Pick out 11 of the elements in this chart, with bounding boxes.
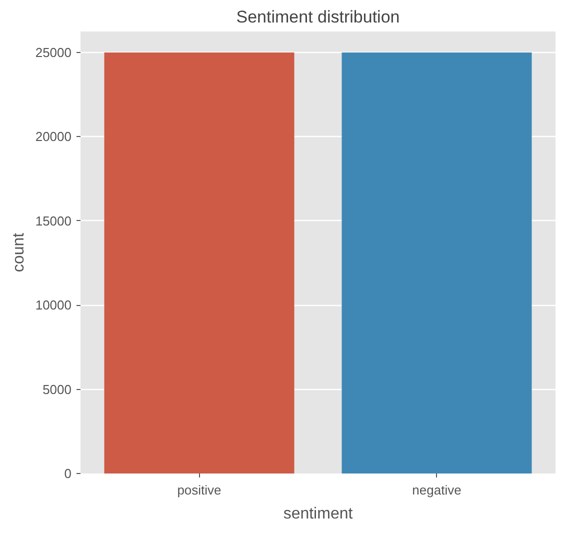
chart-title: Sentiment distribution [236, 8, 400, 26]
y-axis-title: count [10, 232, 28, 272]
x-tick-label: positive [177, 482, 222, 498]
x-axis-title: sentiment [283, 506, 354, 522]
y-tick-label: 15000 [35, 213, 72, 228]
y-tick-label: 5000 [42, 382, 72, 397]
y-tick-label: 10000 [35, 298, 72, 313]
y-tick-label: 20000 [35, 129, 72, 144]
x-tick-label: negative [412, 482, 462, 498]
y-tick-label: 25000 [35, 45, 72, 60]
y-tick-label: 0 [64, 466, 72, 481]
